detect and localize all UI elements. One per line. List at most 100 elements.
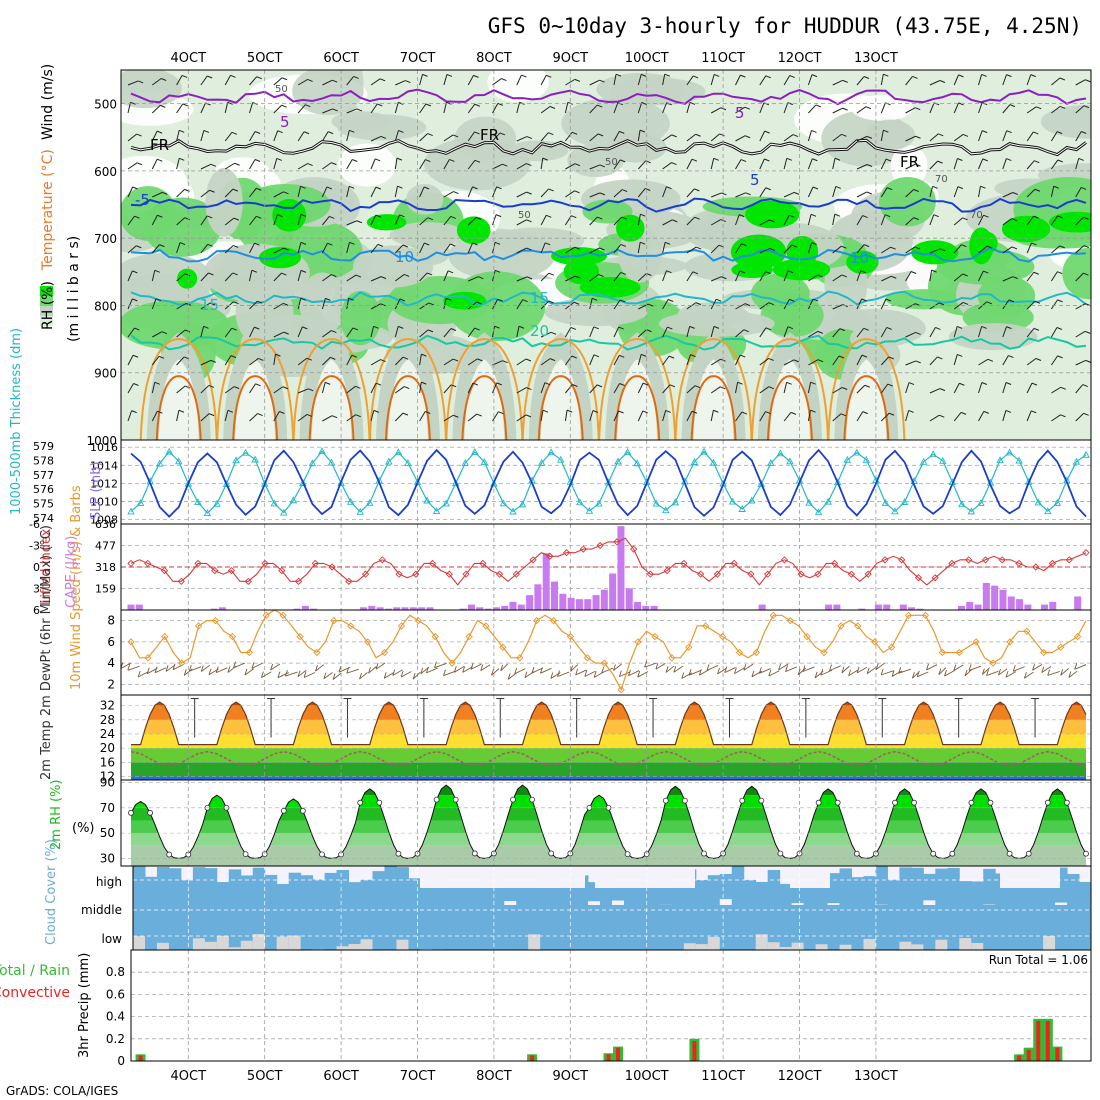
wind-barb-flag <box>980 185 986 189</box>
wind-barb-flag <box>690 354 696 358</box>
wind-barb-flag <box>664 241 671 245</box>
cloud-column <box>360 879 373 950</box>
thickness-marker <box>213 499 221 507</box>
wind-barb <box>273 411 280 422</box>
wind10m-marker <box>330 616 338 625</box>
wind-barb-flag <box>156 130 163 134</box>
wind-barb <box>807 158 813 170</box>
wind-barb-flag <box>526 136 533 140</box>
wind10m-barb <box>856 666 868 674</box>
wind-barb-flag <box>184 217 191 221</box>
cloud-low-gap <box>959 938 972 950</box>
wind-barb <box>880 74 884 86</box>
wind-barb-flag <box>1008 299 1015 303</box>
wind-barb-flag <box>375 186 382 190</box>
temp-tick: 28 <box>100 713 115 727</box>
wind-barb <box>224 217 235 226</box>
wind-barb-flag <box>986 245 993 249</box>
wind-barb-flag <box>1056 131 1063 135</box>
wind10m-barb-flag <box>470 663 474 670</box>
wind-barb-flag <box>526 387 532 391</box>
wind-barb-flag <box>330 356 336 360</box>
wind-barb <box>419 159 426 170</box>
wind10m-barb <box>665 665 675 673</box>
wind10m-barb <box>681 672 692 679</box>
wind-barb-flag <box>810 409 816 413</box>
bottom-x-tick: 13OCT <box>854 1069 898 1084</box>
wind-barb-flag <box>306 357 312 361</box>
wind-barb-flag <box>404 386 410 390</box>
cape-bar <box>368 605 376 610</box>
wind-barb <box>1051 245 1061 254</box>
wind-barb-flag <box>233 301 239 305</box>
wind-barb <box>929 80 941 86</box>
wind-barb-flag <box>768 302 774 306</box>
wind10m-line <box>127 609 1087 694</box>
thickness-marker <box>299 479 307 486</box>
cape-bar <box>517 604 525 610</box>
thickness-marker <box>929 450 937 458</box>
wind-barb <box>395 80 406 86</box>
wind-barb-flag <box>792 134 799 138</box>
wind-barb <box>880 412 890 422</box>
cape-bar <box>210 608 218 610</box>
thickness-axis-label: 1000-500mb Thickness (dm) <box>9 328 24 515</box>
li-marker <box>244 577 252 585</box>
wind10m-barb-flag <box>968 664 972 671</box>
wind-barb-flag <box>672 219 678 223</box>
wind-barb-flag <box>179 157 185 161</box>
wind-barb <box>637 410 644 422</box>
wind-barb-flag <box>203 129 210 133</box>
wind10m-barb-flag <box>392 669 396 676</box>
cloud-column <box>180 879 194 950</box>
wind-barb-flag <box>1080 186 1087 190</box>
wind-barb <box>637 242 641 254</box>
cloud-column <box>552 878 565 950</box>
wind-barb-flag <box>300 213 307 217</box>
wind-barb-flag <box>620 299 626 303</box>
rh2m-marker <box>739 797 746 804</box>
wind-barb-flag <box>1012 192 1019 195</box>
wind-barb <box>807 186 814 198</box>
wind10m-barb-flag <box>1023 672 1027 679</box>
wind-barb <box>759 358 769 366</box>
wind-barb <box>249 326 255 338</box>
wind-barb-flag <box>258 357 264 361</box>
wind-barb-flag <box>402 412 409 416</box>
wind10m-marker <box>313 648 321 657</box>
wind-barb <box>759 271 766 282</box>
wind-barb <box>783 412 792 422</box>
wind-barb-flag <box>132 270 138 274</box>
wind10m-barb-flag <box>420 667 424 674</box>
contour-label: 20 <box>530 322 549 340</box>
wind-barb-flag <box>502 163 508 167</box>
wind10m-barb <box>898 668 911 674</box>
li-marker <box>512 570 520 578</box>
wind10m-barb <box>392 669 403 676</box>
contour-label: 50 <box>275 84 288 95</box>
rh-blob <box>337 114 427 141</box>
wind-barb-flag <box>861 298 867 302</box>
wind-barb-flag <box>307 78 313 82</box>
wind-barb <box>686 102 691 114</box>
wind-barb <box>394 130 399 142</box>
wind-barb <box>856 384 866 394</box>
slp-thickness-lines <box>127 447 1090 518</box>
wind-barb-flag <box>935 326 941 330</box>
wind-barb-flag <box>154 269 160 273</box>
rh-blob <box>443 291 487 310</box>
rh-blob <box>1040 105 1091 139</box>
cape-bars <box>127 526 1082 610</box>
wind-barb <box>249 159 256 170</box>
cloud-column <box>827 873 841 950</box>
wind-barb <box>929 248 941 254</box>
wind10m-barb-flag <box>200 665 204 672</box>
wind-barb <box>443 243 451 254</box>
wind10m-barb-flag <box>137 670 141 678</box>
isotherm-30 <box>461 375 508 440</box>
wind10m-barb <box>1060 668 1069 676</box>
wind-barb-flag <box>548 300 554 304</box>
wind10m-barb-flag <box>297 670 301 677</box>
cloud-column <box>324 872 338 950</box>
wind-barb-flag <box>666 186 672 190</box>
